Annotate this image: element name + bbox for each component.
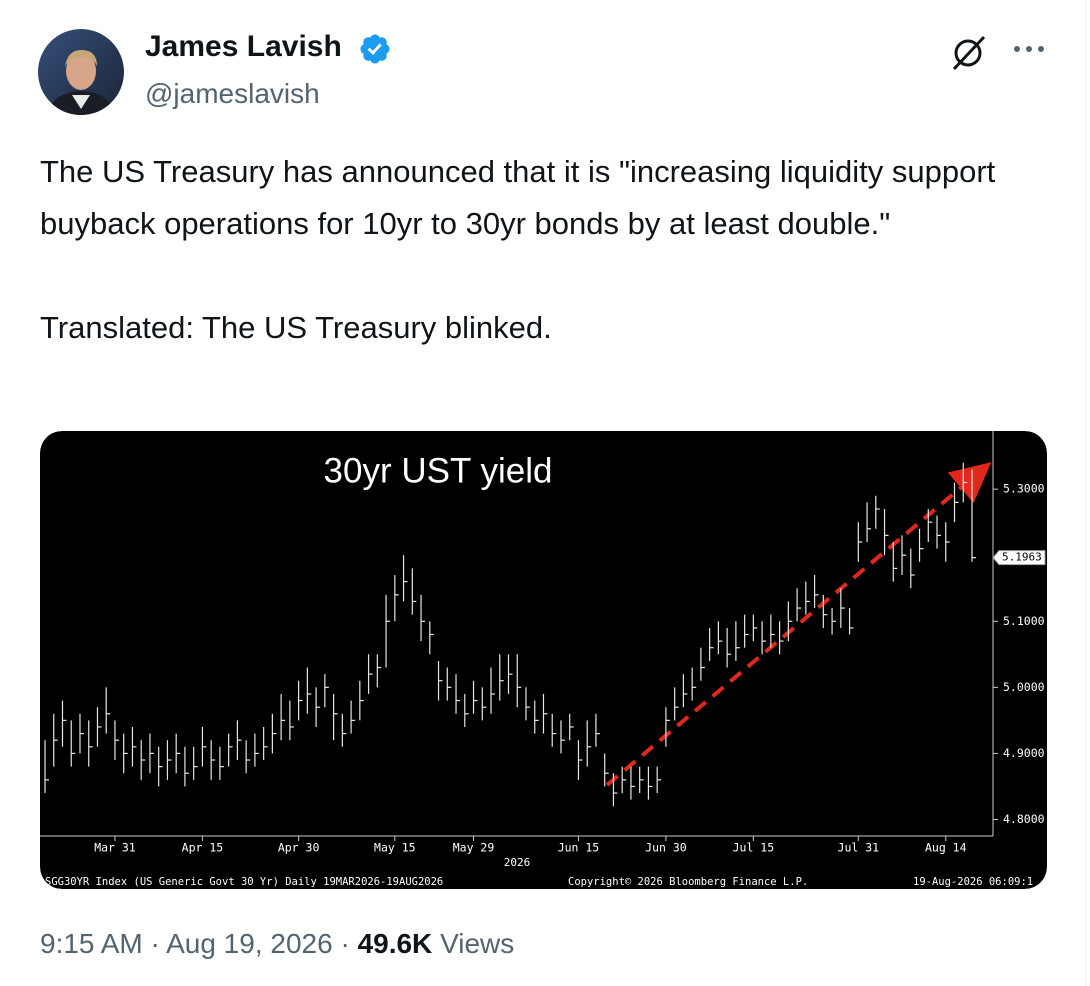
avatar[interactable] bbox=[38, 29, 124, 115]
date[interactable]: Aug 19, 2026 bbox=[166, 928, 333, 959]
views-count: 49.6K bbox=[357, 928, 433, 959]
x-tick-label: May 15 bbox=[374, 841, 416, 855]
x-tick-label: Jun 30 bbox=[645, 841, 687, 855]
x-tick-label: Aug 14 bbox=[925, 841, 967, 855]
y-tick-label: 4.9000 bbox=[1003, 746, 1045, 760]
x-axis-year: 2026 bbox=[504, 856, 531, 869]
tweet-text: The US Treasury has announced that it is… bbox=[40, 146, 1025, 406]
chart-background bbox=[40, 431, 1047, 889]
last-value-marker bbox=[992, 550, 1046, 566]
y-tick-label: 5.0000 bbox=[1003, 680, 1045, 694]
more-button[interactable] bbox=[1012, 43, 1046, 55]
x-tick-label: Jun 15 bbox=[558, 841, 600, 855]
tweet-meta: 9:15 AM · Aug 19, 2026 · 49.6K Views bbox=[40, 928, 514, 960]
chart-title: 30yr UST yield bbox=[324, 451, 553, 490]
y-tick-label: 4.8000 bbox=[1003, 812, 1045, 826]
footer-right: 19-Aug-2026 06:09:1 bbox=[913, 876, 1033, 888]
footer-left: SGG30YR Index (US Generic Govt 30 Yr) Da… bbox=[45, 876, 443, 888]
separator: · bbox=[340, 928, 350, 959]
display-name[interactable]: James Lavish bbox=[145, 30, 342, 63]
x-tick-label: Jul 31 bbox=[838, 841, 880, 855]
trend-arrow bbox=[605, 462, 992, 787]
x-tick-label: Jul 15 bbox=[733, 841, 775, 855]
paragraph: Translated: The US Treasury blinked. bbox=[40, 310, 552, 345]
y-tick-label: 5.3000 bbox=[1003, 482, 1045, 496]
separator: · bbox=[150, 928, 160, 959]
handle[interactable]: @jameslavish bbox=[145, 78, 320, 109]
chart-image[interactable]: 30yr UST yield 2026 SGG30YR Index (US Ge… bbox=[40, 431, 1047, 889]
x-tick-label: Apr 30 bbox=[278, 841, 320, 855]
time[interactable]: 9:15 AM bbox=[40, 928, 143, 959]
edge bbox=[1085, 0, 1086, 986]
paragraph: The US Treasury has announced that it is… bbox=[40, 154, 996, 241]
x-tick-label: Apr 15 bbox=[182, 841, 224, 855]
y-tick-label: 5.1000 bbox=[1003, 614, 1045, 628]
footer-center: Copyright© 2026 Bloomberg Finance L.P. bbox=[568, 876, 808, 888]
x-tick-label: May 29 bbox=[453, 841, 495, 855]
last-value-label: 5.1963 bbox=[1002, 551, 1042, 564]
grok-icon[interactable] bbox=[948, 33, 988, 73]
verified-badge bbox=[360, 34, 390, 64]
views-label: Views bbox=[440, 928, 515, 959]
x-tick-label: Mar 31 bbox=[94, 841, 136, 855]
